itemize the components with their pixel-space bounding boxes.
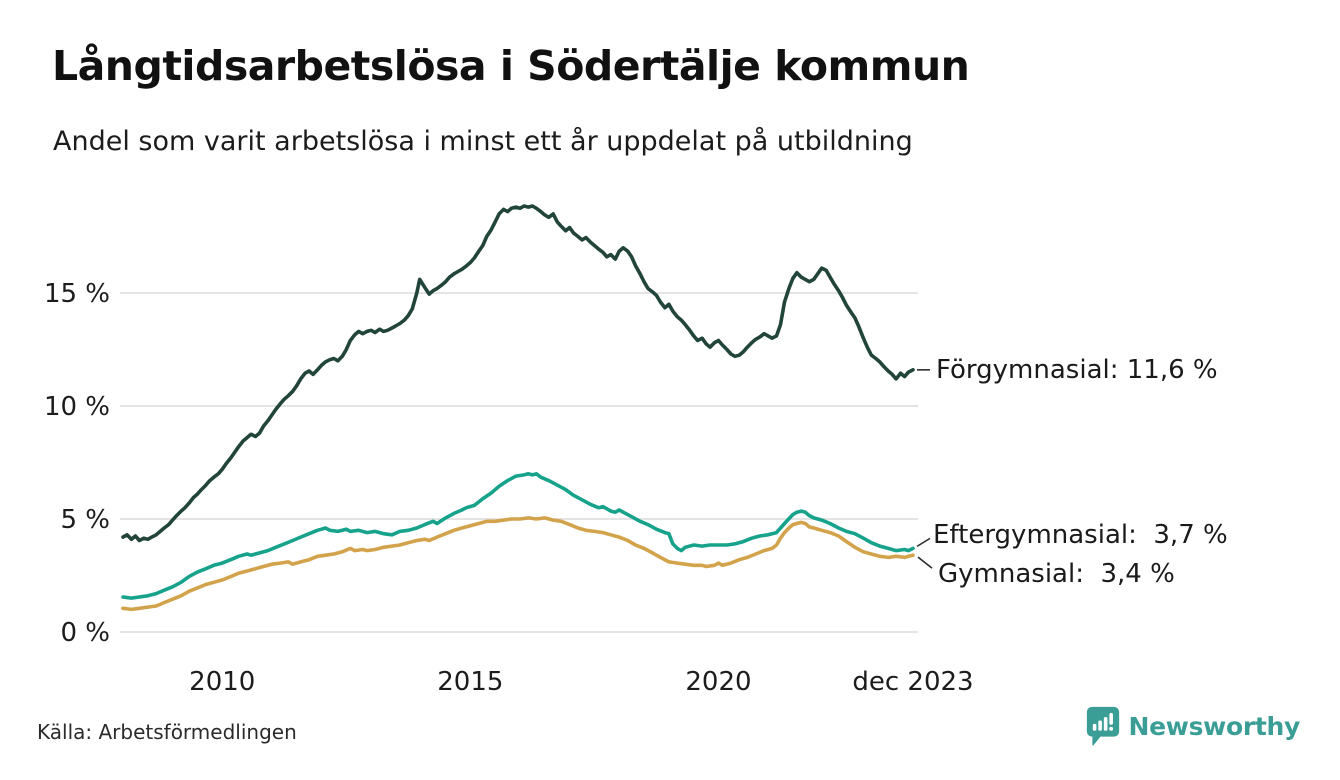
y-axis-tick-label: 0 % xyxy=(60,618,110,648)
x-axis-tick-label: 2010 xyxy=(189,667,255,697)
y-axis-tick-label: 15 % xyxy=(44,279,110,309)
series-end-label-forgymnasial: Förgymnasial: 11,6 % xyxy=(936,355,1218,385)
line-series-förgymnasial xyxy=(121,204,915,543)
page-subtitle: Andel som varit arbetslösa i minst ett å… xyxy=(53,126,913,157)
label-connector xyxy=(917,556,933,569)
page-title: Långtidsarbetslösa i Södertälje kommun xyxy=(52,42,970,90)
x-axis-tick-label: dec 2023 xyxy=(852,667,973,697)
x-axis-tick-label: 2020 xyxy=(685,667,751,697)
label-connector xyxy=(916,537,931,548)
x-axis-tick-label: 2015 xyxy=(437,667,503,697)
brand-name: Newsworthy xyxy=(1128,711,1301,741)
brand-logo: Newsworthy xyxy=(1086,706,1301,746)
series-end-label-gymnasial: Gymnasial: 3,4 % xyxy=(938,559,1175,589)
newsworthy-speech-bubble-bar-chart-icon xyxy=(1086,706,1120,746)
series-end-label-eftergymnasial: Eftergymnasial: 3,7 % xyxy=(933,520,1228,550)
y-axis-tick-label: 5 % xyxy=(60,505,110,535)
line-series-gymnasial xyxy=(121,516,915,612)
y-axis-tick-label: 10 % xyxy=(44,392,110,422)
source-caption: Källa: Arbetsförmedlingen xyxy=(37,720,297,744)
line-series-eftergymnasial xyxy=(121,471,915,600)
